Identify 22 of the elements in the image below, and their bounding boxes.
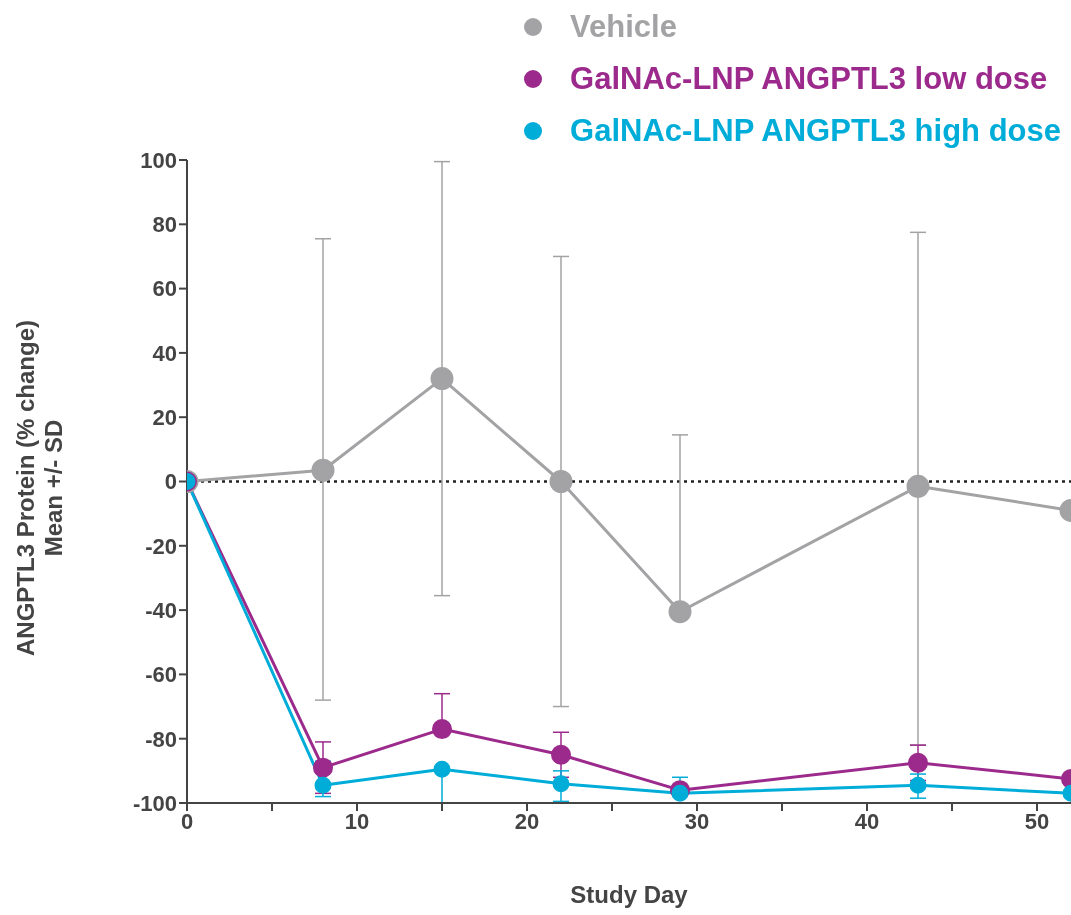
x-tick-label: 50 xyxy=(1024,808,1050,834)
y-tick-label: 0 xyxy=(164,469,177,495)
legend-label: GalNAc-LNP ANGPTL3 low dose xyxy=(570,61,1048,97)
y-tick-label: 80 xyxy=(152,212,177,238)
legend-label: Vehicle xyxy=(570,9,677,45)
y-tick-label: 100 xyxy=(140,147,177,173)
x-tick-label: 30 xyxy=(684,808,710,834)
x-axis-title: Study Day xyxy=(570,881,689,908)
y-tick-label: 20 xyxy=(152,405,177,431)
y-tick-label: -20 xyxy=(145,533,177,559)
y-axis-title: ANGPTL3 Protein (% change) Mean +/- SD xyxy=(12,319,68,657)
y-tick-label: -40 xyxy=(145,597,177,623)
x-tick-label: 10 xyxy=(344,808,370,834)
y-tick-label: 60 xyxy=(152,276,177,302)
y-tick-label: -100 xyxy=(132,790,177,816)
x-tick-label: 20 xyxy=(514,808,540,834)
y-tick-label: -60 xyxy=(145,662,177,688)
legend-label: GalNAc-LNP ANGPTL3 high dose xyxy=(570,113,1061,149)
y-tick-label: -80 xyxy=(145,726,177,752)
x-tick-label: 40 xyxy=(854,808,880,834)
x-tick-label: 0 xyxy=(180,808,194,834)
y-tick-label: 40 xyxy=(152,340,177,366)
